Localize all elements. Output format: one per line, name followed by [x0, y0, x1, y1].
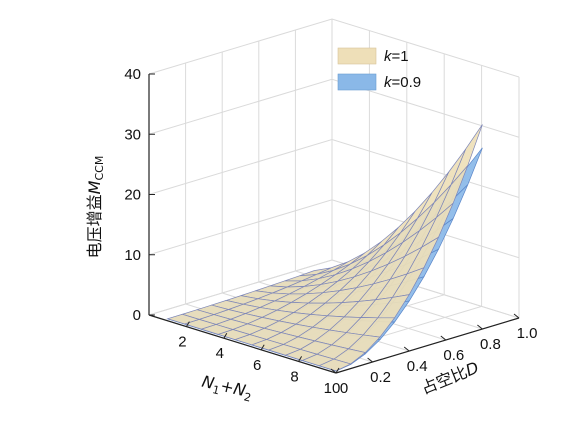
x-tick-mark — [298, 356, 303, 362]
x-tick-label: 2 — [178, 334, 186, 351]
d-tick-mark — [440, 335, 447, 341]
x-axis-line — [148, 314, 337, 374]
x-tick-label: 10 — [324, 380, 341, 397]
x-axis-label-sub1: 1 — [211, 383, 221, 397]
x-tick-label: 4 — [216, 345, 224, 362]
legend-label-k1-val: =1 — [392, 48, 409, 65]
x-tick-mark — [335, 367, 340, 374]
x-axis-label-n2: N — [232, 379, 248, 400]
legend-swatch-k09 — [337, 73, 377, 91]
surface-layer — [166, 124, 483, 372]
x-tick-mark — [185, 321, 190, 327]
x-tick-mark — [223, 332, 228, 339]
axis-layer — [148, 73, 520, 374]
d-tick-label: 1.0 — [517, 325, 538, 342]
z-tick-label: 40 — [124, 66, 141, 83]
z-tick-label: 30 — [124, 126, 141, 143]
d-tick-mark — [403, 346, 410, 352]
x-tick-mark — [260, 344, 265, 351]
legend: k=1 k=0.9 — [337, 47, 421, 91]
legend-label-k09: k=0.9 — [384, 74, 421, 91]
z-axis-label-var: M — [85, 180, 104, 194]
d-tick-label: 0.8 — [480, 336, 501, 353]
grid-line-x — [148, 19, 333, 316]
surface-k1 — [166, 124, 483, 372]
legend-label-k1: k=1 — [384, 48, 409, 65]
legend-label-k09-val: =0.9 — [392, 74, 422, 91]
x-axis-label-plus: + — [219, 376, 236, 398]
d-tick-label: 0.6 — [443, 347, 464, 364]
d-tick-mark — [330, 368, 337, 374]
x-axis-label-sub2: 2 — [243, 390, 253, 404]
x-tick-label: 8 — [290, 368, 298, 385]
z-tick-label: 20 — [124, 187, 141, 204]
d-tick-mark — [477, 324, 483, 330]
x-axis-label-n1: N — [200, 372, 216, 393]
z-axis-label-sub: CCM — [93, 156, 106, 181]
d-tick-label: 0.4 — [407, 358, 428, 375]
z-tick-label: 0 — [133, 307, 141, 324]
legend-swatch-k1 — [337, 47, 377, 65]
d-tick-label: 0.2 — [370, 369, 391, 386]
z-axis-label-main: 电压增益 — [85, 194, 104, 258]
y-axis-line — [335, 317, 520, 374]
z-axis-label: 电压增益MCCM — [85, 156, 106, 259]
d-tick-mark — [367, 357, 373, 363]
d-tick-mark — [513, 313, 520, 319]
z-tick-label: 10 — [124, 247, 141, 264]
surface-k1-patch — [166, 313, 201, 325]
d-tick-label: 0 — [340, 380, 348, 397]
x-axis-label: N1+N2 — [199, 372, 254, 405]
legend-label-k1-var: k — [384, 48, 393, 65]
legend-label-k09-var: k — [384, 74, 393, 91]
x-tick-label: 6 — [253, 357, 261, 374]
